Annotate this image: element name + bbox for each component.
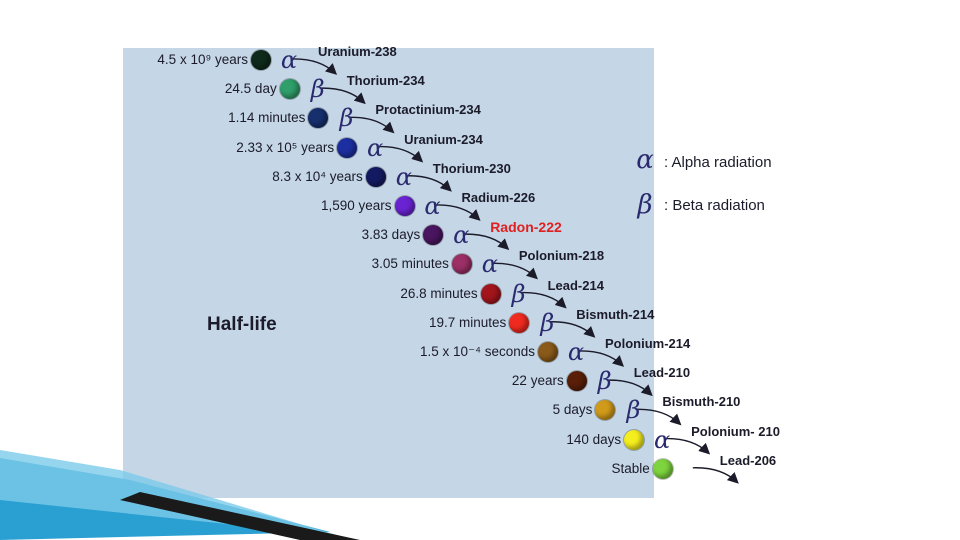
decay-arrow xyxy=(463,233,510,251)
arrow-group xyxy=(290,58,739,484)
daughter-isotope-label: Thorium-230 xyxy=(432,160,511,176)
beta-symbol: β xyxy=(626,396,641,425)
isotope-ball xyxy=(251,50,271,70)
half-life-label: Stable xyxy=(611,460,650,476)
daughter-isotope-label: Lead-214 xyxy=(547,277,604,293)
half-life-label: 22 years xyxy=(511,373,564,389)
daughter-isotope-label: Polonium-218 xyxy=(518,248,605,264)
isotope-ball xyxy=(652,458,673,479)
isotope-ball xyxy=(538,342,558,362)
decay-arrow xyxy=(290,58,338,75)
diagram-panel xyxy=(119,44,654,498)
daughter-isotope-label: Lead-206 xyxy=(719,452,777,468)
decay-arrow xyxy=(549,321,596,338)
decay-arrow xyxy=(405,175,452,192)
isotope-ball xyxy=(595,400,616,421)
isotope-ball xyxy=(509,312,530,333)
decay-arrow xyxy=(319,87,366,105)
daughter-isotope-label: Polonium-214 xyxy=(605,336,691,351)
isotope-ball xyxy=(480,283,501,304)
alpha-symbol: α xyxy=(424,192,441,220)
decay-arrow xyxy=(664,437,711,455)
beta-symbol: β xyxy=(339,104,354,133)
beta-legend-label: : Beta radiation xyxy=(664,197,765,214)
half-life-label: 4.5 x 10⁹ years xyxy=(157,52,248,67)
isotope-ball xyxy=(308,108,329,129)
decay-arrow xyxy=(348,116,395,134)
half-life-label: 8.3 x 10⁴ years xyxy=(272,168,363,184)
half-life-label: 24.5 day xyxy=(224,81,277,97)
alpha-legend-label: : Alpha radiation xyxy=(664,154,772,171)
half-life-label: 1.14 minutes xyxy=(228,110,306,126)
half-life-label: 3.05 minutes xyxy=(371,256,449,272)
alpha-symbol: α xyxy=(481,250,498,279)
daughter-isotope-label: Protactinium-234 xyxy=(375,102,481,118)
beta-symbol: β xyxy=(511,279,526,308)
decay-arrow xyxy=(692,467,739,484)
decorative-swoosh xyxy=(0,450,360,540)
beta-symbol: β xyxy=(540,308,555,337)
isotope-ball xyxy=(451,254,472,275)
half-life-label: 1.5 x 10⁻⁴ seconds xyxy=(420,344,535,359)
decay-arrow xyxy=(520,291,567,309)
daughter-isotope-label: Polonium- 210 xyxy=(691,423,780,439)
beta-symbol: β xyxy=(597,367,612,396)
half-life-label: 26.8 minutes xyxy=(400,285,478,301)
decay-arrow xyxy=(577,350,625,367)
isotope-ball xyxy=(337,137,358,158)
isotope-ball xyxy=(624,429,645,450)
daughter-isotope-label: Uranium-238 xyxy=(318,44,397,59)
half-life-label: 19.7 minutes xyxy=(429,314,507,330)
daughter-isotope-label: Bismuth-210 xyxy=(662,394,741,410)
decay-arrow xyxy=(377,145,424,163)
decay-arrow xyxy=(434,204,481,221)
daughter-isotope-label: Radium-226 xyxy=(461,190,536,205)
decay-arrow xyxy=(606,379,653,397)
alpha-legend-symbol: α xyxy=(636,145,654,175)
half-life-label: 1,590 years xyxy=(320,198,392,213)
decay-arrow xyxy=(635,408,682,426)
decay-arrow xyxy=(491,262,538,280)
isotope-ball xyxy=(365,166,386,187)
alpha-symbol: α xyxy=(653,425,671,454)
daughter-isotope-label: Bismuth-214 xyxy=(576,306,655,322)
isotope-ball xyxy=(566,371,587,392)
half-life-label: 3.83 days xyxy=(361,227,421,243)
half-life-label: 5 days xyxy=(552,402,593,418)
half-life-label: 2.33 x 10⁵ years xyxy=(236,139,335,155)
isotope-ball xyxy=(423,225,444,246)
half-life-title: Half-life xyxy=(207,314,277,335)
beta-legend-symbol: β xyxy=(637,190,653,220)
decay-arrows-layer xyxy=(290,58,739,484)
daughter-isotope-label: Radon-222 xyxy=(490,219,562,236)
daughter-isotope-label: Lead-210 xyxy=(633,365,691,381)
beta-symbol: β xyxy=(310,75,325,104)
alpha-symbol: α xyxy=(567,338,585,366)
isotope-ball xyxy=(279,79,300,100)
alpha-symbol: α xyxy=(395,162,412,191)
daughter-isotope-label: Thorium-234 xyxy=(346,73,425,89)
alpha-symbol: α xyxy=(366,133,384,162)
alpha-symbol: α xyxy=(453,221,470,250)
isotope-ball xyxy=(394,196,415,216)
daughter-isotope-label: Uranium-234 xyxy=(404,131,483,147)
alpha-symbol: α xyxy=(280,46,298,74)
half-life-label: 140 days xyxy=(566,431,622,447)
